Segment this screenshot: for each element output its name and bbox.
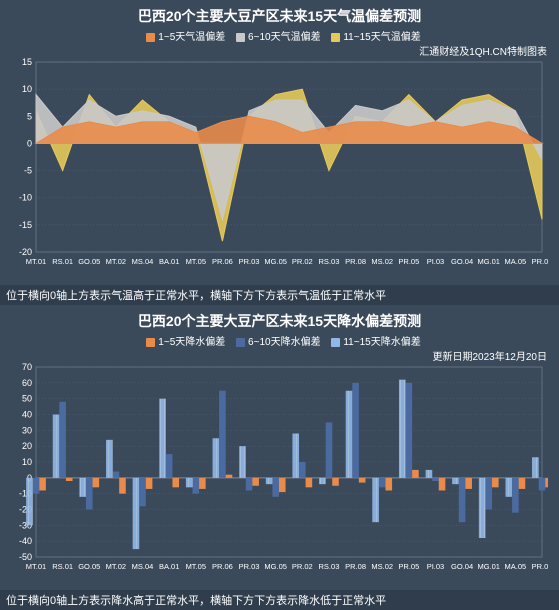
- svg-text:PI.03: PI.03: [427, 257, 445, 266]
- svg-text:PI.03: PI.03: [427, 562, 445, 571]
- svg-text:-10: -10: [19, 193, 32, 203]
- svg-text:5: 5: [27, 111, 32, 121]
- svg-text:MT.05: MT.05: [186, 257, 206, 266]
- svg-text:15: 15: [22, 58, 32, 67]
- legend-sw-3: [331, 33, 340, 42]
- precip-panel: 巴西20个主要大豆产区未来15天降水偏差预测 1~5天降水偏差 6~10天降水偏…: [0, 305, 559, 590]
- svg-text:MT.02: MT.02: [106, 562, 126, 571]
- svg-text:RS.03: RS.03: [319, 562, 340, 571]
- svg-text:PR.05: PR.05: [398, 562, 419, 571]
- svg-text:GO.05: GO.05: [78, 562, 100, 571]
- svg-text:PR.02: PR.02: [292, 257, 313, 266]
- svg-text:PR.08: PR.08: [345, 562, 366, 571]
- svg-text:PR.03: PR.03: [239, 562, 260, 571]
- svg-text:MA.05: MA.05: [505, 562, 527, 571]
- temp-chart: -20 -15 -10 -5 0 5 10 15 MT.01 RS.01 GO.05 MT.02 MS.…: [8, 58, 548, 278]
- svg-text:GO.04: GO.04: [451, 257, 473, 266]
- svg-text:-50: -50: [19, 552, 32, 562]
- svg-text:40: 40: [22, 410, 32, 420]
- svg-text:PR.06: PR.06: [212, 257, 233, 266]
- legend-sw-2: [236, 33, 245, 42]
- temp-title: 巴西20个主要大豆产区未来15天气温偏差预测: [8, 6, 551, 26]
- svg-text:MG.01: MG.01: [477, 562, 500, 571]
- svg-text:10: 10: [22, 457, 32, 467]
- precip-legend: 1~5天降水偏差 6~10天降水偏差 11~15天降水偏差: [8, 333, 551, 348]
- svg-text:PR.02: PR.02: [292, 562, 313, 571]
- temp-panel: 巴西20个主要大豆产区未来15天气温偏差预测 1~5天气温偏差 6~10天气温偏…: [0, 0, 559, 285]
- legend-sw-6: [331, 338, 340, 347]
- svg-text:MS.02: MS.02: [371, 562, 393, 571]
- svg-text:BA.01: BA.01: [159, 257, 179, 266]
- legend-sw-1: [146, 33, 155, 42]
- svg-text:MT.01: MT.01: [26, 562, 46, 571]
- temp-legend: 1~5天气温偏差 6~10天气温偏差 11~15天气温偏差: [8, 28, 551, 43]
- svg-text:PR.07: PR.07: [532, 562, 548, 571]
- svg-text:60: 60: [22, 378, 32, 388]
- svg-text:-40: -40: [19, 536, 32, 546]
- precip-date: 更新日期2023年12月20日: [8, 348, 547, 363]
- svg-text:-15: -15: [19, 220, 32, 230]
- svg-text:GO.05: GO.05: [78, 257, 100, 266]
- svg-text:MT.02: MT.02: [106, 257, 126, 266]
- precip-caption: 位于横向0轴上方表示降水高于正常水平，横轴下方下方表示降水低于正常水平: [0, 590, 559, 610]
- temp-caption: 位于横向0轴上方表示气温高于正常水平，横轴下方下方表示气温低于正常水平: [0, 285, 559, 305]
- svg-text:MS.02: MS.02: [371, 257, 393, 266]
- svg-text:0: 0: [27, 138, 32, 148]
- svg-text:MG.05: MG.05: [264, 257, 287, 266]
- svg-text:BA.01: BA.01: [159, 562, 179, 571]
- svg-text:70: 70: [22, 363, 32, 372]
- svg-text:PR.07: PR.07: [532, 257, 548, 266]
- svg-text:PR.05: PR.05: [398, 257, 419, 266]
- svg-text:RS.01: RS.01: [52, 562, 73, 571]
- svg-text:MG.01: MG.01: [477, 257, 500, 266]
- svg-text:MT.01: MT.01: [26, 257, 46, 266]
- svg-text:MS.04: MS.04: [132, 562, 154, 571]
- svg-text:30: 30: [22, 425, 32, 435]
- svg-text:MT.05: MT.05: [186, 562, 206, 571]
- svg-text:20: 20: [22, 441, 32, 451]
- svg-text:PR.03: PR.03: [239, 257, 260, 266]
- svg-text:MA.05: MA.05: [505, 257, 527, 266]
- svg-text:RS.01: RS.01: [52, 257, 73, 266]
- legend-sw-4: [146, 338, 155, 347]
- svg-text:50: 50: [22, 394, 32, 404]
- svg-text:RS.03: RS.03: [319, 257, 340, 266]
- svg-text:MS.04: MS.04: [132, 257, 154, 266]
- svg-text:PR.06: PR.06: [212, 562, 233, 571]
- svg-text:GO.04: GO.04: [451, 562, 473, 571]
- svg-text:10: 10: [22, 84, 32, 94]
- svg-text:-20: -20: [19, 247, 32, 257]
- svg-text:MG.05: MG.05: [264, 562, 287, 571]
- legend-sw-5: [236, 338, 245, 347]
- temp-source: 汇通财经及1QH.CN特制图表: [8, 43, 547, 58]
- precip-chart: -50-40-30-20-10010203040506070MT.01RS.01…: [8, 363, 548, 583]
- svg-text:PR.08: PR.08: [345, 257, 366, 266]
- svg-text:-5: -5: [24, 166, 32, 176]
- precip-title: 巴西20个主要大豆产区未来15天降水偏差预测: [8, 311, 551, 331]
